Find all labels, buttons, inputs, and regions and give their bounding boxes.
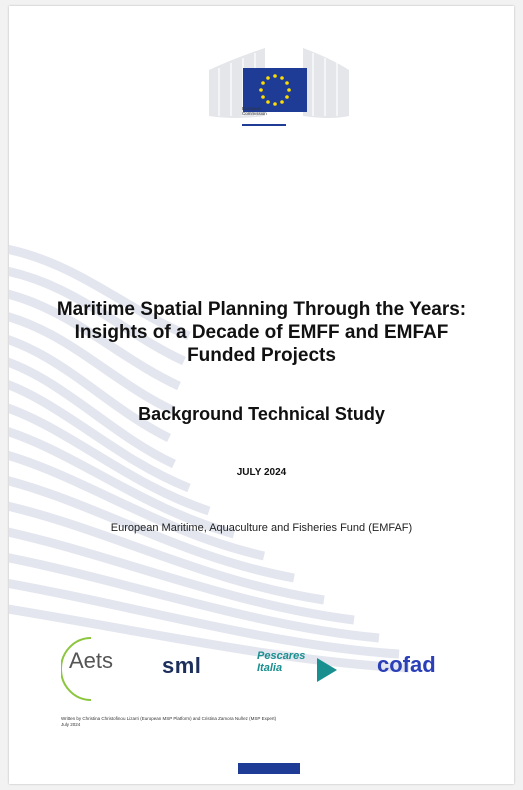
pescares-italia-logo: Pescares Italia (257, 650, 306, 674)
aets-logo: Aets (69, 648, 114, 673)
background-wave-pattern (9, 244, 410, 673)
cofad-logo: cofad (377, 652, 436, 677)
document-title: Maritime Spatial Planning Through the Ye… (56, 299, 467, 366)
pescares-arrow-icon (317, 658, 337, 682)
funding-programme: European Maritime, Aquaculture and Fishe… (110, 522, 413, 534)
sml-logo: sml (162, 653, 202, 678)
logo-underline (242, 124, 286, 126)
publication-date: JULY 2024 (236, 467, 287, 478)
european-commission-logo (209, 48, 349, 118)
footer-bar (238, 763, 300, 774)
document-cover: European Commission Maritime Spatial Pla… (9, 6, 514, 784)
organisation-caption: European Commission (242, 106, 267, 116)
document-subtitle: Background Technical Study (138, 404, 385, 424)
author-credit: Written by Christina Christofinou Lizarr… (61, 716, 277, 727)
aets-logo-arc (61, 637, 92, 701)
